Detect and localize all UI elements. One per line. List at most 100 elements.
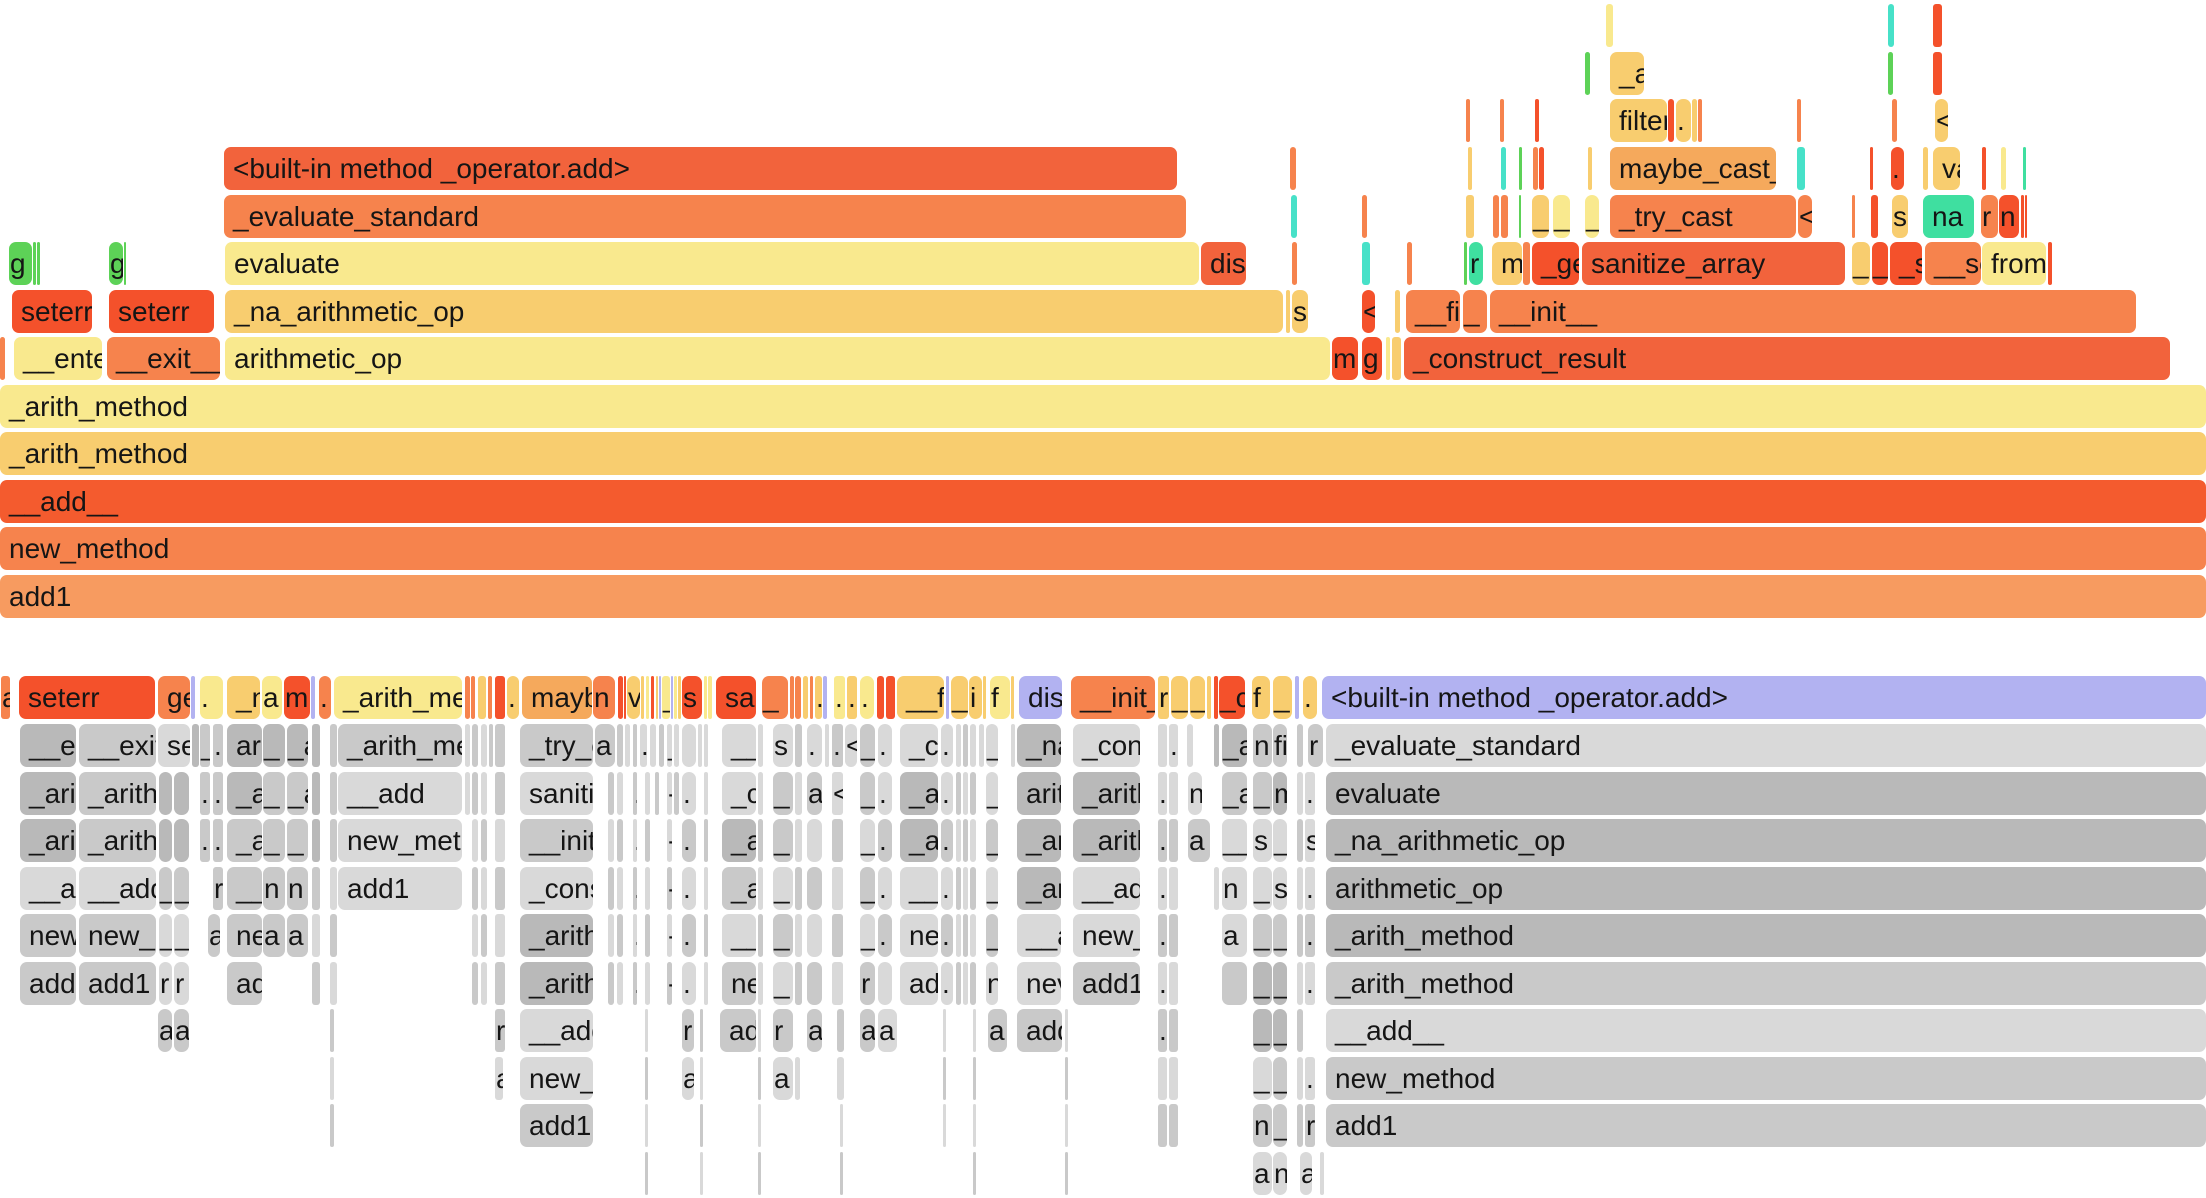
frame-bar[interactable]: sanitize_array bbox=[1582, 242, 1845, 285]
frame-bar[interactable] bbox=[645, 914, 650, 957]
frame-bar[interactable]: _ bbox=[1253, 867, 1272, 910]
frame-bar[interactable]: _const bbox=[1073, 724, 1140, 767]
frame-bar[interactable]: __init__ bbox=[1490, 290, 2136, 333]
frame-bar[interactable]: _ bbox=[951, 676, 968, 719]
frame-bar[interactable]: _try_cast bbox=[1610, 195, 1796, 238]
frame-bar[interactable] bbox=[481, 772, 487, 815]
frame-bar[interactable]: new_ bbox=[20, 914, 76, 957]
frame-bar[interactable]: a bbox=[1, 676, 10, 719]
frame-bar[interactable] bbox=[495, 724, 505, 767]
frame-bar[interactable] bbox=[1519, 147, 1522, 190]
frame-bar[interactable] bbox=[795, 819, 802, 862]
frame-bar[interactable]: s bbox=[1273, 867, 1287, 910]
frame-bar[interactable]: . bbox=[1305, 867, 1315, 910]
frame-bar[interactable] bbox=[704, 914, 708, 957]
frame-bar[interactable] bbox=[472, 819, 478, 862]
frame-bar[interactable]: . bbox=[319, 676, 331, 719]
frame-bar[interactable]: _co bbox=[900, 724, 938, 767]
frame-bar[interactable] bbox=[312, 962, 320, 1005]
frame-bar[interactable]: __enter__ bbox=[14, 337, 102, 380]
frame-bar[interactable]: . bbox=[200, 772, 210, 815]
frame-bar[interactable] bbox=[481, 962, 487, 1005]
frame-bar[interactable]: nev bbox=[1017, 962, 1061, 1005]
frame-bar[interactable]: _evaluate_standard bbox=[1326, 724, 2206, 767]
frame-bar[interactable]: . bbox=[633, 914, 637, 957]
frame-bar[interactable]: <built-in method _operator.add> bbox=[224, 147, 1177, 190]
frame-bar[interactable] bbox=[1523, 242, 1530, 285]
frame-bar[interactable]: _arith bbox=[520, 914, 593, 957]
frame-bar[interactable]: filter bbox=[1610, 99, 1667, 142]
frame-bar[interactable]: f bbox=[1252, 676, 1270, 719]
frame-bar[interactable]: _ bbox=[1171, 676, 1188, 719]
frame-bar[interactable]: m bbox=[1273, 772, 1287, 815]
frame-bar[interactable]: __add bbox=[79, 867, 156, 910]
frame-bar[interactable]: a bbox=[1253, 1152, 1272, 1195]
frame-bar[interactable]: _arith_method bbox=[0, 385, 2206, 428]
frame-bar[interactable] bbox=[943, 1057, 946, 1100]
frame-bar[interactable]: _ bbox=[1532, 195, 1549, 238]
frame-bar[interactable]: < bbox=[832, 772, 843, 815]
frame-bar[interactable]: add bbox=[1017, 1009, 1062, 1052]
frame-bar[interactable]: add1 bbox=[1073, 962, 1140, 1005]
frame-bar[interactable]: seterr bbox=[19, 676, 155, 719]
frame-bar[interactable] bbox=[174, 819, 189, 862]
frame-bar[interactable]: r bbox=[682, 1009, 694, 1052]
frame-bar[interactable] bbox=[943, 1104, 946, 1147]
frame-bar[interactable] bbox=[795, 962, 802, 1005]
frame-bar[interactable] bbox=[2048, 242, 2052, 285]
frame-bar[interactable]: < bbox=[1935, 99, 1948, 142]
frame-bar[interactable] bbox=[708, 676, 712, 719]
frame-bar[interactable] bbox=[645, 867, 650, 910]
frame-bar[interactable]: _ bbox=[1253, 1057, 1272, 1100]
frame-bar[interactable]: __add bbox=[520, 1009, 593, 1052]
frame-bar[interactable]: . bbox=[941, 724, 953, 767]
frame-bar[interactable] bbox=[758, 867, 763, 910]
frame-bar[interactable] bbox=[330, 962, 337, 1005]
frame-bar[interactable] bbox=[2021, 195, 2024, 238]
frame-bar[interactable]: m bbox=[1332, 337, 1358, 380]
frame-bar[interactable] bbox=[1797, 147, 1805, 190]
frame-bar[interactable]: __a bbox=[900, 867, 938, 910]
frame-bar[interactable]: . bbox=[878, 772, 892, 815]
frame-bar[interactable]: . bbox=[1676, 99, 1691, 142]
frame-bar[interactable]: _arith bbox=[79, 772, 156, 815]
frame-bar[interactable]: add1 bbox=[1326, 1104, 2206, 1147]
frame-bar[interactable] bbox=[617, 724, 623, 767]
frame-bar[interactable]: . bbox=[1303, 676, 1317, 719]
frame-bar[interactable] bbox=[659, 676, 661, 719]
frame-bar[interactable]: n bbox=[986, 962, 998, 1005]
frame-bar[interactable] bbox=[758, 962, 763, 1005]
frame-bar[interactable] bbox=[1297, 962, 1303, 1005]
frame-bar[interactable]: . bbox=[941, 867, 953, 910]
frame-bar[interactable]: a bbox=[1188, 819, 1210, 862]
frame-bar[interactable]: . bbox=[878, 724, 892, 767]
frame-bar[interactable]: n bbox=[1253, 724, 1272, 767]
frame-bar[interactable] bbox=[758, 772, 763, 815]
frame-bar[interactable] bbox=[488, 676, 492, 719]
frame-bar[interactable] bbox=[312, 914, 320, 957]
frame-bar[interactable] bbox=[1501, 147, 1506, 190]
frame-bar[interactable]: _ar bbox=[1017, 867, 1061, 910]
frame-bar[interactable] bbox=[37, 242, 40, 285]
frame-bar[interactable]: _a bbox=[287, 724, 308, 767]
frame-bar[interactable]: _arith_met bbox=[338, 724, 462, 767]
frame-bar[interactable]: . bbox=[1158, 1009, 1167, 1052]
frame-bar[interactable] bbox=[651, 676, 654, 719]
frame-bar[interactable]: _ bbox=[773, 914, 793, 957]
frame-bar[interactable]: n bbox=[287, 867, 308, 910]
frame-bar[interactable] bbox=[878, 962, 892, 1005]
frame-bar[interactable]: _na_arithmetic_op bbox=[225, 290, 1283, 333]
frame-bar[interactable]: . bbox=[213, 772, 223, 815]
frame-bar[interactable]: . bbox=[682, 772, 696, 815]
frame-bar[interactable]: __f bbox=[897, 676, 944, 719]
frame-bar[interactable] bbox=[946, 676, 949, 719]
frame-bar[interactable]: n bbox=[593, 676, 615, 719]
frame-bar[interactable] bbox=[979, 724, 984, 767]
frame-bar[interactable] bbox=[1606, 4, 1613, 47]
frame-bar[interactable]: _ bbox=[159, 914, 172, 957]
frame-bar[interactable] bbox=[33, 242, 36, 285]
frame-bar[interactable] bbox=[659, 724, 664, 767]
frame-bar[interactable] bbox=[963, 914, 968, 957]
frame-bar[interactable] bbox=[159, 819, 172, 862]
frame-bar[interactable]: __fi bbox=[1406, 290, 1460, 333]
